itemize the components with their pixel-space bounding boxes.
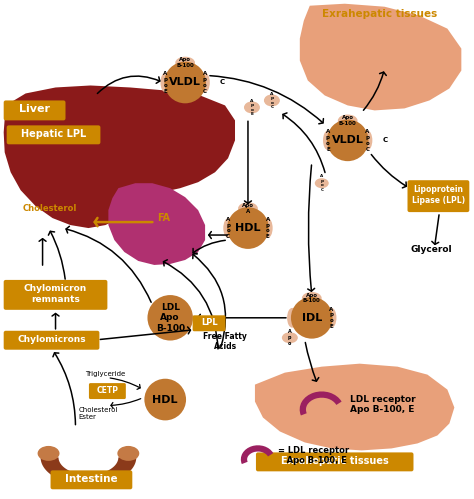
Text: A
p
o
C: A p o C bbox=[226, 217, 230, 239]
Text: A
p
o
C: A p o C bbox=[203, 71, 207, 94]
Ellipse shape bbox=[327, 308, 337, 328]
Ellipse shape bbox=[244, 101, 260, 113]
Ellipse shape bbox=[282, 332, 298, 343]
Text: LPL: LPL bbox=[201, 318, 218, 327]
Ellipse shape bbox=[200, 73, 210, 92]
Text: Apo
A: Apo A bbox=[242, 203, 254, 214]
Text: LDL
Apo
B-100: LDL Apo B-100 bbox=[155, 303, 185, 333]
Text: A
p
o
C: A p o C bbox=[320, 174, 323, 192]
Ellipse shape bbox=[363, 130, 373, 150]
Text: A
p
o
E: A p o E bbox=[326, 129, 330, 152]
Text: Free Fatty
Acids: Free Fatty Acids bbox=[203, 332, 247, 351]
Ellipse shape bbox=[263, 218, 273, 238]
Ellipse shape bbox=[315, 178, 329, 188]
Text: Apo
B-100: Apo B-100 bbox=[176, 57, 194, 68]
FancyBboxPatch shape bbox=[4, 331, 100, 350]
Text: A
p
o
E: A p o E bbox=[265, 217, 270, 239]
Text: CETP: CETP bbox=[96, 386, 118, 395]
Polygon shape bbox=[255, 364, 455, 451]
Text: Triglyceride: Triglyceride bbox=[85, 371, 126, 377]
Text: A
p
o
E: A p o E bbox=[250, 98, 254, 116]
Ellipse shape bbox=[302, 292, 322, 304]
Text: Intestine: Intestine bbox=[65, 475, 118, 485]
Text: Exrahepatic tissues: Exrahepatic tissues bbox=[281, 457, 389, 467]
Ellipse shape bbox=[291, 297, 333, 339]
FancyBboxPatch shape bbox=[4, 280, 108, 310]
Text: Exrahepatic tissues: Exrahepatic tissues bbox=[322, 8, 437, 18]
Text: HDL: HDL bbox=[153, 395, 178, 405]
FancyBboxPatch shape bbox=[4, 100, 65, 120]
FancyBboxPatch shape bbox=[256, 453, 413, 472]
Text: Cholesterol
Ester: Cholesterol Ester bbox=[79, 407, 118, 420]
Ellipse shape bbox=[238, 202, 258, 215]
Text: IDL: IDL bbox=[301, 313, 322, 323]
FancyBboxPatch shape bbox=[51, 471, 132, 490]
Polygon shape bbox=[300, 3, 461, 110]
FancyBboxPatch shape bbox=[7, 125, 100, 144]
Text: Glycerol: Glycerol bbox=[410, 246, 452, 254]
Text: FA: FA bbox=[157, 213, 170, 223]
Polygon shape bbox=[4, 85, 235, 228]
Text: Liver: Liver bbox=[19, 104, 50, 114]
Text: HDL: HDL bbox=[235, 223, 261, 233]
Text: A
p
o
E: A p o E bbox=[329, 306, 334, 329]
Ellipse shape bbox=[227, 207, 269, 249]
Text: C: C bbox=[383, 137, 388, 143]
Text: VLDL: VLDL bbox=[332, 135, 364, 145]
Ellipse shape bbox=[175, 57, 195, 69]
Text: Apo
B-100: Apo B-100 bbox=[303, 292, 320, 303]
Ellipse shape bbox=[118, 446, 139, 461]
Text: A
p
o
E: A p o E bbox=[163, 71, 167, 94]
Text: Hepatic LPL: Hepatic LPL bbox=[21, 129, 86, 139]
Ellipse shape bbox=[223, 218, 233, 238]
FancyBboxPatch shape bbox=[192, 315, 226, 331]
Ellipse shape bbox=[323, 130, 333, 150]
Text: Apo
B-100: Apo B-100 bbox=[339, 115, 356, 126]
Text: A
p
o
C: A p o C bbox=[270, 91, 273, 109]
Ellipse shape bbox=[287, 308, 297, 328]
Ellipse shape bbox=[37, 446, 60, 461]
Ellipse shape bbox=[147, 295, 193, 340]
Ellipse shape bbox=[145, 379, 186, 420]
Ellipse shape bbox=[327, 119, 368, 161]
Text: A
p
o
C: A p o C bbox=[365, 129, 370, 152]
FancyBboxPatch shape bbox=[408, 180, 469, 212]
Ellipse shape bbox=[161, 73, 170, 92]
Text: Chylomicron
remnants: Chylomicron remnants bbox=[24, 284, 87, 303]
Text: Cholesterol: Cholesterol bbox=[23, 204, 77, 213]
Polygon shape bbox=[109, 183, 205, 265]
Text: = LDL receptor
   Apo B-100, E: = LDL receptor Apo B-100, E bbox=[278, 446, 349, 465]
Ellipse shape bbox=[338, 115, 357, 127]
Text: VLDL: VLDL bbox=[169, 77, 201, 87]
Text: LDL receptor
Apo B-100, E: LDL receptor Apo B-100, E bbox=[350, 395, 415, 414]
FancyBboxPatch shape bbox=[89, 383, 126, 399]
Ellipse shape bbox=[164, 62, 206, 103]
Text: Lipoprotein
Lipase (LPL): Lipoprotein Lipase (LPL) bbox=[412, 186, 465, 205]
Text: Chylomicrons: Chylomicrons bbox=[17, 335, 86, 344]
Text: A
p
o: A p o bbox=[288, 329, 292, 346]
Polygon shape bbox=[41, 458, 137, 485]
Text: C: C bbox=[220, 79, 225, 85]
Ellipse shape bbox=[264, 94, 280, 106]
